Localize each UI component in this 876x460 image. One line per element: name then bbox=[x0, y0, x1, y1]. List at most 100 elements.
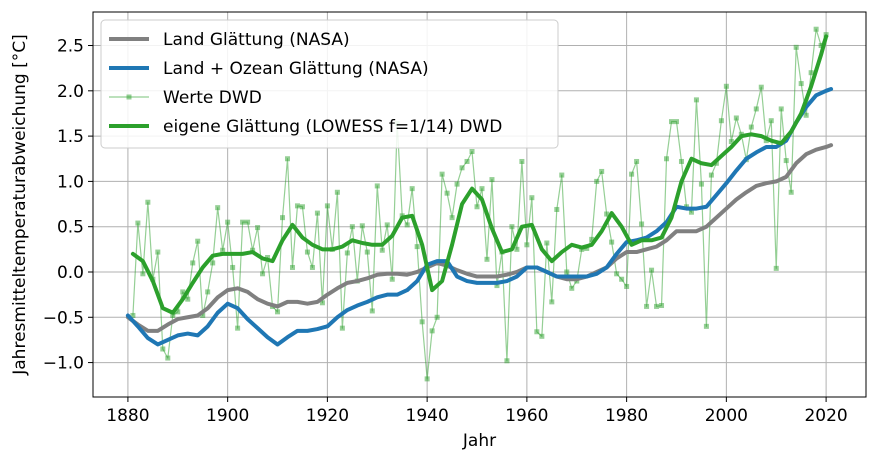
data-point bbox=[639, 221, 645, 227]
y-tick-label: 2.5 bbox=[57, 37, 84, 57]
legend-marker bbox=[126, 94, 132, 100]
x-tick-label: 1880 bbox=[106, 406, 149, 426]
data-point bbox=[688, 209, 694, 215]
data-point bbox=[808, 70, 814, 76]
data-point bbox=[544, 240, 550, 246]
data-point bbox=[718, 118, 724, 124]
data-point bbox=[554, 206, 560, 212]
data-point bbox=[469, 149, 475, 155]
data-point bbox=[140, 271, 146, 277]
data-point bbox=[255, 225, 261, 231]
data-point bbox=[404, 222, 410, 228]
data-point bbox=[509, 224, 515, 230]
data-point bbox=[389, 276, 395, 282]
data-point bbox=[165, 355, 171, 361]
data-point bbox=[260, 271, 266, 277]
data-point bbox=[309, 264, 315, 270]
legend-entry-2: Werte DWD bbox=[109, 88, 262, 108]
legend: Land Glättung (NASA) Land + Ozean Glättun… bbox=[100, 19, 559, 149]
data-point bbox=[584, 245, 590, 251]
series-line-3 bbox=[130, 34, 829, 315]
data-point bbox=[728, 139, 734, 145]
x-tick-label: 1900 bbox=[206, 406, 249, 426]
data-point bbox=[364, 249, 370, 255]
data-point bbox=[474, 204, 480, 210]
x-tick-label: 1960 bbox=[505, 406, 548, 426]
data-point bbox=[818, 43, 824, 49]
data-point bbox=[524, 242, 530, 248]
data-point bbox=[539, 333, 545, 339]
series-line-0 bbox=[125, 143, 834, 333]
data-point bbox=[294, 203, 300, 209]
data-point bbox=[793, 44, 799, 50]
data-point bbox=[175, 309, 181, 315]
data-point bbox=[155, 249, 161, 255]
data-point bbox=[439, 171, 445, 177]
data-point bbox=[145, 199, 151, 205]
y-tick-label: 0.5 bbox=[57, 218, 84, 238]
legend-label: Land + Ozean Glättung (NASA) bbox=[163, 59, 429, 79]
data-point bbox=[624, 283, 630, 289]
legend-box bbox=[100, 19, 559, 149]
data-point bbox=[693, 97, 699, 103]
legend-entries: Land Glättung (NASA) Land + Ozean Glättun… bbox=[109, 30, 502, 137]
data-point bbox=[289, 264, 295, 270]
data-point bbox=[205, 289, 211, 295]
data-point bbox=[195, 238, 201, 244]
series-0 bbox=[125, 143, 834, 333]
data-point bbox=[299, 204, 305, 210]
series-layer bbox=[125, 26, 834, 382]
data-point bbox=[265, 254, 271, 260]
data-point bbox=[489, 177, 495, 183]
data-point bbox=[514, 246, 520, 252]
data-point bbox=[185, 296, 191, 302]
data-point bbox=[564, 269, 570, 275]
data-point bbox=[589, 236, 595, 242]
data-point bbox=[569, 285, 575, 291]
data-point bbox=[529, 195, 535, 201]
data-point bbox=[619, 276, 625, 282]
plot-frame bbox=[92, 11, 867, 398]
data-point bbox=[314, 210, 320, 216]
data-point bbox=[614, 271, 620, 277]
data-point bbox=[763, 138, 769, 144]
data-point bbox=[429, 328, 435, 334]
data-point bbox=[170, 312, 176, 318]
data-point bbox=[339, 325, 345, 331]
data-point bbox=[359, 223, 365, 229]
data-point bbox=[479, 186, 485, 192]
data-point bbox=[190, 260, 196, 266]
data-point bbox=[245, 219, 251, 225]
y-tick-label: 1.5 bbox=[57, 127, 84, 147]
data-point bbox=[669, 119, 675, 125]
legend-entry-3: eigene Glättung (LOWESS f=1/14) DWD bbox=[109, 117, 502, 137]
data-point bbox=[379, 247, 385, 253]
data-point bbox=[698, 181, 704, 187]
data-point bbox=[678, 158, 684, 164]
legend-label: Land Glättung (NASA) bbox=[163, 30, 350, 50]
data-point bbox=[235, 325, 241, 331]
data-point bbox=[220, 247, 226, 253]
x-tick-label: 1920 bbox=[306, 406, 349, 426]
data-point bbox=[519, 158, 525, 164]
data-point bbox=[634, 158, 640, 164]
data-point bbox=[319, 300, 325, 306]
data-point bbox=[374, 183, 380, 189]
data-point bbox=[644, 303, 650, 309]
x-tick-label: 1940 bbox=[406, 406, 449, 426]
legend-label: Werte DWD bbox=[163, 88, 262, 108]
data-point bbox=[230, 264, 236, 270]
data-point bbox=[414, 244, 420, 250]
data-point bbox=[160, 346, 166, 352]
y-tick-label: −0.5 bbox=[43, 308, 84, 328]
data-point bbox=[369, 308, 375, 314]
data-point bbox=[464, 158, 470, 164]
data-point bbox=[449, 215, 455, 221]
data-point bbox=[708, 172, 714, 178]
y-tick-label: 2.0 bbox=[57, 82, 84, 102]
data-point bbox=[549, 299, 555, 305]
data-point bbox=[713, 160, 719, 166]
y-tick-label: 1.0 bbox=[57, 172, 84, 192]
